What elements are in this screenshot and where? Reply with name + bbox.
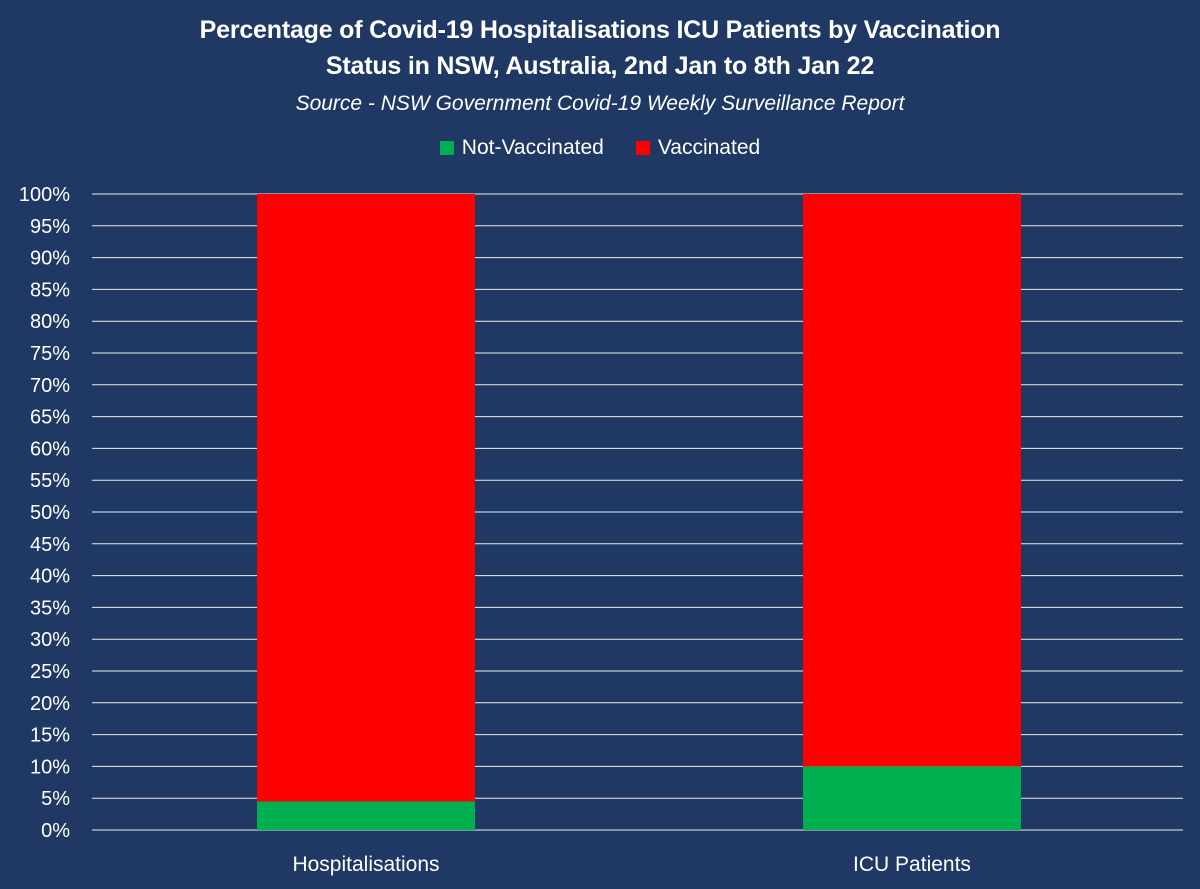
y-tick-label: 10% [30,756,70,778]
y-tick-label: 0% [41,820,70,842]
chart-legend: Not-Vaccinated Vaccinated [0,136,1200,160]
legend-item-not-vaccinated: Not-Vaccinated [439,136,604,160]
y-tick-label: 80% [30,311,70,333]
y-tick-label: 55% [30,470,70,492]
y-tick-label: 95% [30,216,70,238]
chart-title-line-2: Status in NSW, Australia, 2nd Jan to 8th… [325,52,875,80]
chart-subtitle: Source - NSW Government Covid-19 Weekly … [295,92,905,115]
x-category-label: Hospitalisations [292,853,439,876]
legend-swatch-not-vaccinated [439,141,454,155]
y-tick-label: 70% [30,375,70,397]
y-tick-label: 85% [30,279,70,301]
legend-swatch-vaccinated [635,141,650,155]
legend-label-vaccinated: Vaccinated [657,136,761,159]
legend-item-vaccinated: Vaccinated [635,136,761,160]
y-tick-label: 25% [30,661,70,683]
y-tick-label: 20% [30,693,70,715]
y-tick-label: 5% [41,788,70,810]
y-tick-label: 65% [30,407,70,429]
y-tick-label: 75% [30,343,70,365]
y-tick-label: 15% [30,725,70,747]
y-tick-label: 40% [30,566,70,588]
legend-label-not-vaccinated: Not-Vaccinated [461,136,604,159]
bar-vaccinated-hospitalisations [257,194,475,802]
bar-not-vaccinated-icu-patients [803,766,1021,830]
y-tick-label: 90% [30,248,70,270]
x-category-label: ICU Patients [853,853,971,876]
bar-vaccinated-icu-patients [803,194,1021,767]
y-tick-label: 60% [30,438,70,460]
bar-not-vaccinated-hospitalisations [257,801,475,830]
y-tick-label: 35% [30,597,70,619]
y-tick-label: 50% [30,502,70,524]
chart-title-line-1: Percentage of Covid-19 Hospitalisations … [199,16,1001,44]
y-tick-label: 45% [30,534,70,556]
y-tick-label: 100% [19,184,70,206]
y-tick-label: 30% [30,629,70,651]
